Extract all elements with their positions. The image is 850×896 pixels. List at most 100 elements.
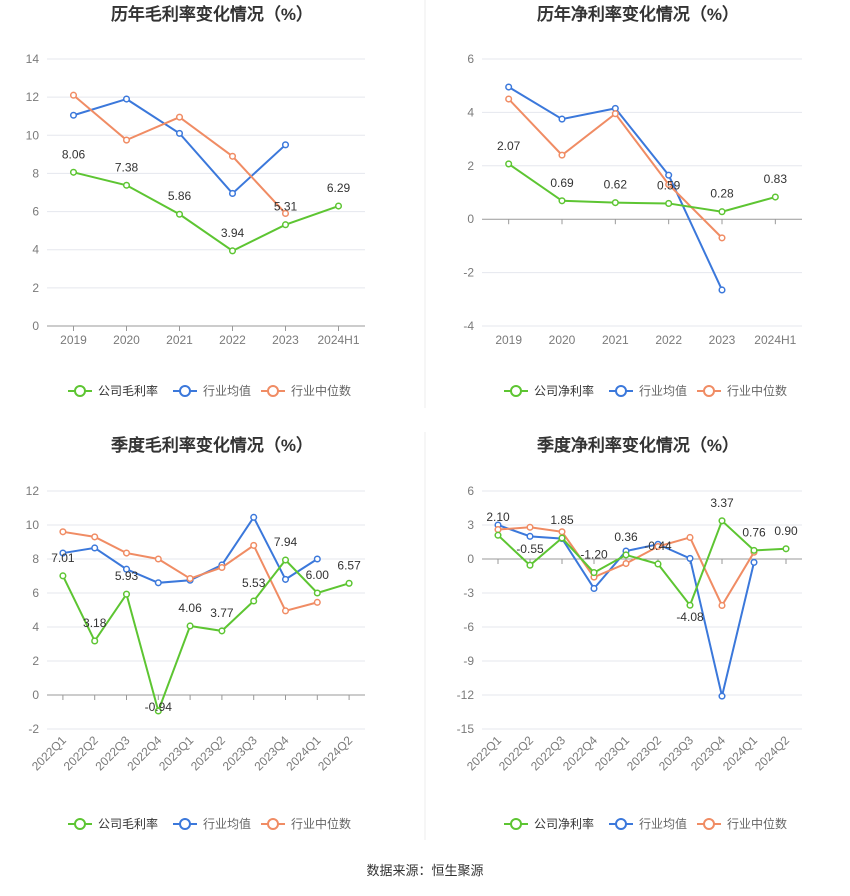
chart-4-series-2-point [718,601,726,610]
data-source-note: 数据来源：恒生聚源 [366,863,484,878]
chart-1-ytick-label: 14 [26,52,40,66]
chart-3-series-2-point [281,607,290,615]
chart-2-xtick-label: 2021 [602,333,629,347]
chart-4-series-0-point [750,546,758,554]
chart-3-series-0-point [59,572,67,580]
chart-3-data-label: 5.53 [242,576,266,590]
chart-2-legend-swatch-marker [703,385,715,397]
chart-3-series-1-point [59,549,67,557]
chart-1-series-0-point [122,181,131,189]
chart-4-data-label: 2.10 [486,510,510,524]
chart-2-xtick-label: 2023 [709,333,736,347]
chart-1-data-label: 5.86 [168,189,192,203]
chart-1-xtick-label: 2023 [272,333,299,347]
chart-3-data-label: 6.57 [337,558,361,572]
chart-3-series-2-point [186,575,194,583]
chart-4-ytick-label: 0 [467,552,474,566]
chart-3-series-0-point [154,707,162,715]
chart-4-ytick-label: -12 [457,688,475,702]
chart-4-series-line-0 [497,519,787,608]
chart-1-series-0-point [69,168,78,176]
chart-2-data-label: 0.62 [604,178,628,192]
chart-2-series-2-point [665,180,673,189]
chart-2-xtick-label: 2020 [549,333,576,347]
chart-1-series-2-point [281,209,290,218]
chart-2-ytick-label: -2 [463,266,474,280]
chart-2-data-label: 2.07 [497,139,521,153]
chart-4-data-label: 1.85 [550,513,574,527]
chart-3-series-1-point [122,565,131,573]
chart-4-legend-swatch-marker [615,818,627,830]
chart-1-xtick-label: 2020 [113,333,140,347]
chart-3-series-1-point [281,575,290,583]
chart-4-series-2-point [526,523,534,531]
chart-2-legend-swatch-marker [510,385,522,397]
chart-1-legend-label: 行业均值 [203,383,251,398]
chart-1-data-label: 5.31 [274,200,298,214]
chart-1-legend-swatch-marker [179,385,191,397]
chart-3-ytick-label: 2 [32,654,39,668]
chart-1-xtick-label: 2019 [60,333,87,347]
chart-3-data-label: 6.00 [306,568,330,582]
chart-1-series-0-point [228,247,237,255]
chart-3-data-label: 3.18 [83,616,107,630]
chart-3-legend-label: 行业中位数 [291,816,351,831]
chart-2-ytick-label: 2 [467,159,474,173]
chart-4-series-0-point [558,534,566,542]
chart-1-series-1-point [175,129,184,137]
chart-1-series-1-point [281,141,290,149]
chart-2-series-0-point [718,208,726,216]
chart-4-series-1-point [526,532,534,540]
chart-3-ytick-label: 10 [26,518,40,532]
chart-1-series-line-0 [73,171,339,253]
chart-1-series-2-point [69,91,78,99]
chart-3-ytick-label: -2 [28,722,39,736]
chart-1-xtick-label: 2024H1 [317,333,359,347]
chart-2-data-label: 0.83 [764,172,788,186]
chart-2-legend-label: 行业中位数 [727,383,787,398]
chart-1-title: 历年毛利率变化情况（%） [111,4,313,24]
chart-2-series-0-point [611,199,619,207]
chart-3-series-0-point [91,637,99,645]
chart-4-series-0-point [654,560,662,568]
chart-2-ytick-label: 4 [467,105,474,119]
chart-3-ytick-label: 8 [32,552,39,566]
chart-4-series-2-point [558,528,566,536]
chart-3-series-2-point [59,528,67,536]
chart-3-series-0-point [186,622,194,630]
chart-3-series-0-point [250,597,258,605]
chart-2-series-2-point [611,110,619,118]
chart-4-xtick-label: 2022Q1 [464,733,504,773]
chart-4-data-label: 0.90 [774,524,798,538]
chart-3-data-label: 5.93 [115,569,139,583]
chart-1-xtick-label: 2021 [166,333,193,347]
chart-4-data-label: -4.08 [676,610,704,624]
chart-4-xtick-label: 2023Q4 [688,733,728,773]
chart-2-legend-swatch-marker [615,385,627,397]
chart-1-xtick-label: 2022 [219,333,246,347]
chart-2-series-2-point [558,151,566,159]
chart-3-series-2-point [91,533,99,541]
chart-2-data-label: 0.59 [657,178,681,192]
chart-2-ytick-label: 6 [467,52,474,66]
chart-3-ytick-label: 0 [32,688,39,702]
chart-4-xtick-label: 2022Q4 [560,733,600,773]
chart-1-series-0-point [175,210,184,218]
chart-4-xtick-label: 2024Q2 [752,733,792,773]
chart-1-data-label: 7.38 [115,160,139,174]
chart-2-ytick-label: -4 [463,319,474,333]
chart-4-legend-swatch-marker [510,818,522,830]
chart-2-title: 历年净利率变化情况（%） [537,4,739,24]
chart-4-xtick-label: 2023Q2 [624,733,664,773]
chart-4-series-0-point [686,601,694,609]
chart-2-legend-label: 公司净利率 [534,383,594,398]
chart-3-title: 季度毛利率变化情况（%） [111,435,313,455]
chart-2-series-1-point [558,115,566,123]
chart-2-series-1-point [665,171,673,179]
chart-4-series-0-point [590,569,598,577]
chart-4-series-0-point [526,561,534,569]
chart-4-series-2-point [622,559,630,568]
chart-2-series-1-point [718,286,726,294]
chart-4-title: 季度净利率变化情况（%） [537,435,739,455]
chart-3-series-1-point [250,513,258,521]
